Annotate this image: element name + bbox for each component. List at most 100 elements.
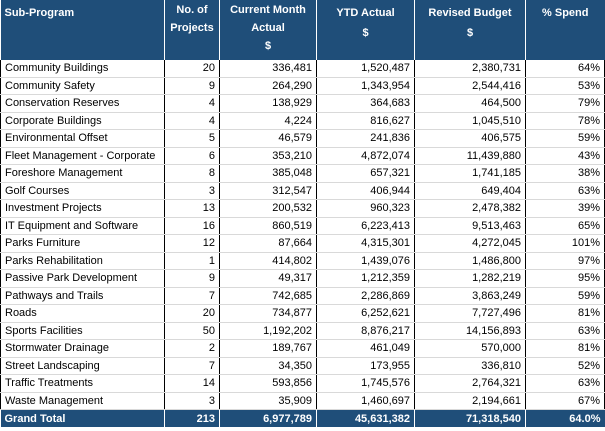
header-row: Sub-Program No. of Projects Current Mont… [0, 0, 605, 60]
cell-projects: 7 [164, 287, 220, 305]
table-row: Sports Facilities 50 1,192,202 8,876,217 14,… [0, 322, 605, 340]
cell-spend: 63% [525, 182, 605, 200]
cell-projects: 5 [164, 129, 220, 148]
table-row: Roads 20 734,877 6,252,621 7,727,496 81% [0, 304, 605, 323]
cell-projects: 9 [164, 77, 220, 95]
cell-revised-budget: 2,380,731 [414, 60, 526, 78]
cell-spend: 97% [525, 252, 605, 270]
table-row: IT Equipment and Software 16 860,519 6,223,… [0, 217, 605, 235]
cell-projects: 13 [164, 199, 220, 218]
cell-sub-program: Parks Rehabilitation [0, 252, 165, 270]
cell-spend: 95% [525, 269, 605, 288]
table-row: Parks Furniture 12 87,664 4,315,301 4,272,04… [0, 234, 605, 253]
table-row: Street Landscaping 7 34,350 173,955 336,810 5… [0, 357, 605, 375]
table-row: Environmental Offset 5 46,579 241,836 406,57… [0, 129, 605, 148]
grand-total-row: Grand Total 213 6,977,789 45,631,382 71,… [0, 409, 605, 427]
cell-ytd: 1,343,954 [316, 77, 415, 95]
cell-spend: 65% [525, 217, 605, 235]
cell-ytd: 816,627 [316, 112, 415, 130]
cell-revised-budget: 2,478,382 [414, 199, 526, 218]
cell-spend: 52% [525, 357, 605, 375]
header-revised-budget: Revised Budget $ [414, 0, 526, 60]
cell-revised-budget: 11,439,880 [414, 147, 526, 165]
cell-current-month: 35,909 [219, 392, 317, 410]
cell-projects: 3 [164, 392, 220, 410]
cell-sub-program: Traffic Treatments [0, 374, 165, 393]
cell-projects: 20 [164, 304, 220, 323]
cell-ytd: 1,745,576 [316, 374, 415, 393]
cell-ytd: 1,520,487 [316, 60, 415, 78]
cell-current-month: 385,048 [219, 164, 317, 183]
cell-ytd: 364,683 [316, 94, 415, 113]
cell-revised-budget: 1,741,185 [414, 164, 526, 183]
cell-current-month: 860,519 [219, 217, 317, 235]
table-row: Waste Management 3 35,909 1,460,697 2,194,66… [0, 392, 605, 410]
cell-sub-program: Community Buildings [0, 60, 165, 78]
cell-revised-budget: 2,764,321 [414, 374, 526, 393]
cell-spend: 63% [525, 322, 605, 340]
cell-current-month: 34,350 [219, 357, 317, 375]
table-row: Foreshore Management 8 385,048 657,321 1,741… [0, 164, 605, 183]
cell-projects: 12 [164, 234, 220, 253]
table-row: Corporate Buildings 4 4,224 816,627 1,045,51… [0, 112, 605, 130]
header-projects-line2: Projects [170, 22, 214, 34]
header-current-line1: Current Month [230, 4, 306, 16]
cell-projects: 4 [164, 112, 220, 130]
table-row: Golf Courses 3 312,547 406,944 649,404 63% [0, 182, 605, 200]
cell-spend: 59% [525, 287, 605, 305]
cell-spend: 101% [525, 234, 605, 253]
header-current-line2: Actual [251, 22, 285, 34]
cell-spend: 43% [525, 147, 605, 165]
cell-current-month: 593,856 [219, 374, 317, 393]
cell-projects: 6 [164, 147, 220, 165]
cell-projects: 1 [164, 252, 220, 270]
cell-spend: 38% [525, 164, 605, 183]
cell-sub-program: Investment Projects [0, 199, 165, 218]
cell-spend: 81% [525, 304, 605, 323]
cell-ytd: 1,460,697 [316, 392, 415, 410]
cell-sub-program: Roads [0, 304, 165, 323]
cell-current-month: 138,929 [219, 94, 317, 113]
cell-revised-budget: 3,863,249 [414, 287, 526, 305]
cell-current-month: 49,317 [219, 269, 317, 288]
cell-revised-budget: 7,727,496 [414, 304, 526, 323]
table-row: Parks Rehabilitation 1 414,802 1,439,076 1,4… [0, 252, 605, 270]
cell-revised-budget: 4,272,045 [414, 234, 526, 253]
cell-revised-budget: 649,404 [414, 182, 526, 200]
cell-revised-budget: 2,194,661 [414, 392, 526, 410]
header-current-month: Current Month Actual $ [219, 0, 317, 60]
cell-sub-program: Conservation Reserves [0, 94, 165, 113]
cell-revised-budget: 406,575 [414, 129, 526, 148]
header-spend: % Spend [525, 0, 605, 60]
cell-spend: 59% [525, 129, 605, 148]
header-current-unit: $ [264, 40, 272, 52]
cell-ytd: 461,049 [316, 339, 415, 358]
table-row: Passive Park Development 9 49,317 1,212,359… [0, 269, 605, 288]
cell-revised-budget: 1,486,800 [414, 252, 526, 270]
cell-revised-budget: 1,045,510 [414, 112, 526, 130]
cell-sub-program: Golf Courses [0, 182, 165, 200]
cell-sub-program: Fleet Management - Corporate [0, 147, 165, 165]
table-row: Traffic Treatments 14 593,856 1,745,576 2,76… [0, 374, 605, 393]
cell-current-month: 4,224 [219, 112, 317, 130]
cell-ytd: 2,286,869 [316, 287, 415, 305]
cell-revised-budget: 2,544,416 [414, 77, 526, 95]
cell-current-month: 336,481 [219, 60, 317, 78]
cell-spend: 53% [525, 77, 605, 95]
cell-ytd: 8,876,217 [316, 322, 415, 340]
cell-spend: 67% [525, 392, 605, 410]
cell-current-month: 189,767 [219, 339, 317, 358]
cell-revised-budget: 9,513,463 [414, 217, 526, 235]
cell-projects: 4 [164, 94, 220, 113]
cell-current-month: 46,579 [219, 129, 317, 148]
cell-current-month: 264,290 [219, 77, 317, 95]
cell-current-month: 734,877 [219, 304, 317, 323]
cell-ytd: 4,872,074 [316, 147, 415, 165]
cell-current-month: 1,192,202 [219, 322, 317, 340]
cell-current-month: 312,547 [219, 182, 317, 200]
header-ytd-unit: $ [362, 27, 369, 39]
table-row: Stormwater Drainage 2 189,767 461,049 570,00… [0, 339, 605, 358]
cell-current-month: 742,685 [219, 287, 317, 305]
grand-total-projects: 213 [164, 409, 220, 427]
cell-projects: 7 [164, 357, 220, 375]
